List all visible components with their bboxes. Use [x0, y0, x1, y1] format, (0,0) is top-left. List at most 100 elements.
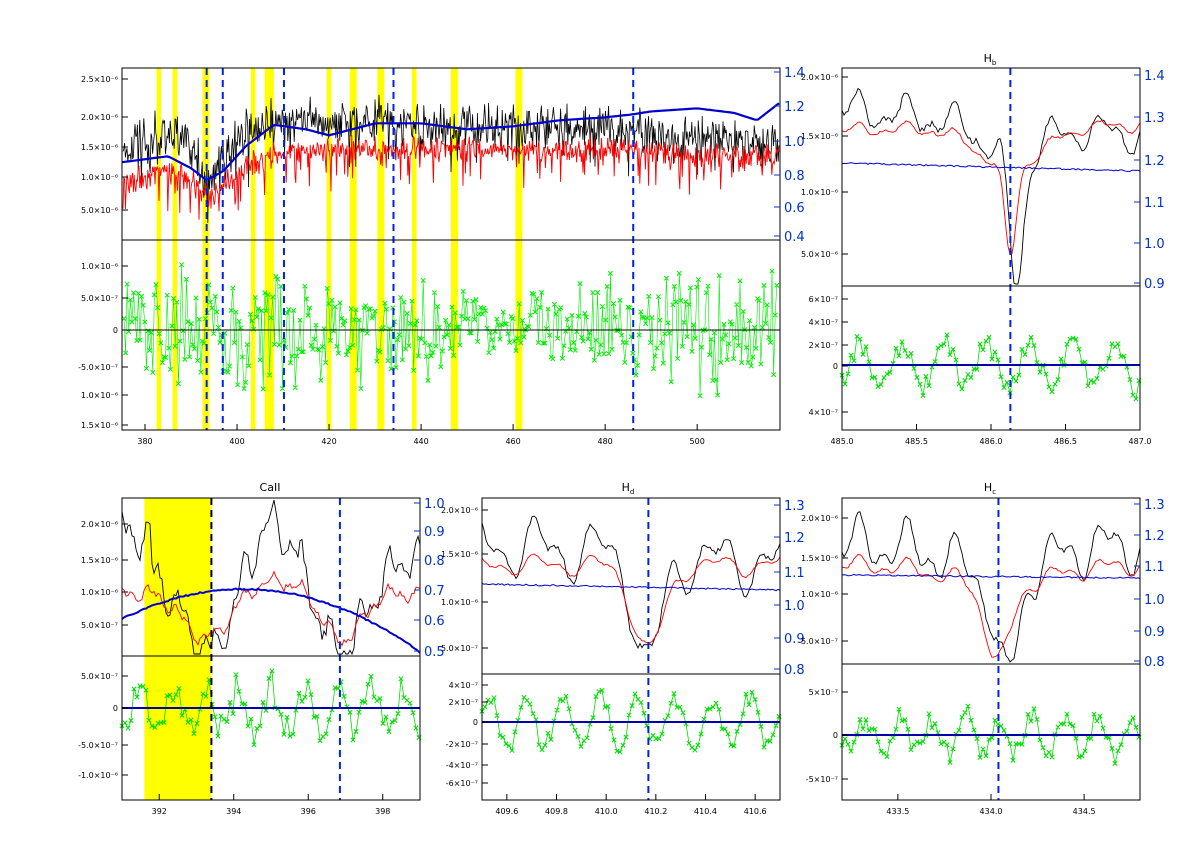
right-tick-label: 1.3: [1144, 498, 1165, 513]
yellow-band: [326, 68, 332, 430]
upper-frame: [481, 497, 781, 675]
residual-cross-markers: [839, 332, 1142, 402]
right-tick-label: 0.9: [1144, 625, 1165, 640]
x-tick-label: 392: [152, 807, 167, 816]
y-tick-label: 2.0×10⁻⁶: [441, 506, 478, 515]
right-tick-label: 0.6: [784, 201, 805, 216]
x-tick-label: 486.5: [1054, 437, 1077, 446]
y-tick-label: 5.0×10⁻⁷: [81, 621, 118, 630]
residual-plot: [839, 332, 1142, 402]
residual-tick-label: 5×10⁻⁷: [809, 688, 838, 697]
x-tick-label: 398: [375, 807, 390, 816]
right-tick-label: 0.6: [424, 614, 445, 629]
residual-tick-label: 0: [833, 731, 838, 740]
axis-ticks: 392 394 396 398 5.0×10⁻⁷ 1.0×10⁻⁶ 1.5×10⁻⁶ 2.0×…: [78, 497, 445, 816]
continuum-ratio-line: [841, 573, 1141, 579]
residual-tick-label: 0: [113, 326, 118, 335]
right-tick-label: 0.9: [424, 525, 445, 540]
y-tick-label: 1.0×10⁻⁶: [801, 188, 838, 197]
right-tick-label: 0.8: [784, 169, 805, 184]
right-tick-label: 1.1: [784, 566, 805, 581]
yellow-band: [144, 498, 212, 800]
yellow-band: [250, 68, 256, 430]
x-tick-label: 433.5: [886, 807, 909, 816]
panel-full-spectrum: 380 400 420 440 460 480 500 5.0×10⁻⁶ 1.0×10⁻⁶ 1.5…: [78, 66, 805, 446]
y-tick-label: 1.5×10⁻⁶: [81, 556, 118, 565]
x-tick-label: 400: [229, 437, 244, 446]
axis-ticks: 433.5 434.0 434.5 5.0×10⁻⁷ 1.0×10⁻⁶ 1.5×10⁻⁶ 2…: [801, 498, 1165, 816]
right-tick-label: 0.7: [424, 584, 445, 599]
lower-frame: [121, 239, 781, 431]
right-tick-label: 1.2: [1144, 154, 1165, 169]
panel-h-beta: Hb 485.0 485.5 486.0 486.5 487.0 5.0×10⁻⁶ 1.0×…: [801, 52, 1165, 446]
residual-tick-label: 4×10⁻⁷: [809, 318, 838, 327]
right-tick-label: 1.1: [1144, 560, 1165, 575]
right-tick-label: 1.2: [1144, 529, 1165, 544]
x-tick-label: 460: [505, 437, 520, 446]
continuum-ratio-line: [841, 162, 1141, 172]
dashed-lines: [210, 498, 341, 800]
upper-frame: [841, 67, 1141, 287]
y-tick-label: 2.0×10⁻⁶: [81, 113, 118, 122]
yellow-band: [377, 68, 385, 430]
residual-tick-label: 2×10⁻⁷: [809, 341, 838, 350]
residual-tick-label: 1.0×10⁻⁶: [81, 391, 118, 400]
right-tick-label: 1.2: [784, 531, 805, 546]
y-tick-label: 1.0×10⁻⁶: [81, 173, 118, 182]
yellow-band: [411, 68, 417, 430]
dashed-lines: [205, 68, 635, 430]
lower-frame: [121, 655, 421, 801]
y-tick-label: 1.5×10⁻⁶: [441, 550, 478, 559]
x-tick-label: 480: [598, 437, 613, 446]
continuum-ratio-line: [481, 582, 781, 592]
y-tick-label: 2.5×10⁻⁶: [81, 75, 118, 84]
continuum-ratio-line: [121, 102, 780, 181]
right-tick-label: 1.0: [1144, 593, 1165, 608]
right-tick-label: 1.0: [1144, 237, 1165, 252]
y-tick-label: 2.0×10⁻⁶: [81, 520, 118, 529]
residual-tick-label: -5.0×10⁻⁷: [78, 363, 118, 372]
model-spectrum-line: [481, 553, 781, 644]
upper-plot: [121, 499, 421, 656]
x-tick-label: 410.4: [694, 807, 717, 816]
yellow-band: [156, 68, 162, 430]
residual-tick-label: 1.0×10⁻⁶: [81, 262, 118, 271]
model-spectrum-line: [841, 119, 1141, 255]
y-tick-label: 1.5×10⁻⁶: [801, 554, 838, 563]
right-tick-label: 1.4: [784, 66, 805, 81]
y-tick-label: 1.0×10⁻⁶: [801, 590, 838, 599]
upper-plot: [841, 87, 1141, 285]
x-tick-label: 394: [226, 807, 241, 816]
right-tick-label: 1.0: [424, 497, 445, 512]
x-tick-label: 440: [413, 437, 428, 446]
x-tick-label: 434.5: [1073, 807, 1096, 816]
residual-tick-label: 1.5×10⁻⁶: [81, 421, 118, 430]
residual-tick-label: -6×10⁻⁷: [446, 779, 478, 788]
residual-tick-label: -5×10⁻⁷: [806, 775, 838, 784]
residual-tick-label: 5.0×10⁻⁷: [81, 672, 118, 681]
y-tick-label: 5.0×10⁻⁶: [801, 250, 838, 259]
x-tick-label: 486.0: [980, 437, 1003, 446]
residual-line: [481, 689, 780, 753]
residual-tick-label: -4×10⁻⁷: [446, 761, 478, 770]
right-tick-label: 1.0: [784, 599, 805, 614]
observed-spectrum-line: [481, 515, 781, 649]
right-tick-label: 0.9: [1144, 277, 1165, 292]
right-tick-label: 0.5: [424, 645, 445, 660]
panel-ca-ii: CaII 392 394 396 398 5.0×10⁻⁷ 1.0×10⁻⁶ 1.5×10⁻…: [78, 481, 445, 816]
residual-tick-label: -2×10⁻⁷: [446, 740, 478, 749]
upper-plot: [841, 511, 1141, 663]
yellow-band: [349, 68, 357, 430]
residual-tick-label: 6×10⁻⁷: [809, 295, 838, 304]
panel-h-delta: Hd 409.6 409.8 410.0 410.2 410.4 410.6 5.0×10⁻…: [441, 481, 805, 816]
x-tick-label: 380: [137, 437, 152, 446]
right-tick-label: 1.3: [1144, 111, 1165, 126]
yellow-band: [451, 68, 458, 430]
y-tick-label: 5.0×10⁻⁶: [81, 206, 118, 215]
residual-markers: [839, 332, 1142, 402]
residual-tick-label: 2×10⁻⁷: [449, 698, 478, 707]
x-tick-label: 485.5: [905, 437, 928, 446]
x-tick-label: 485.0: [831, 437, 854, 446]
x-tick-label: 396: [301, 807, 316, 816]
